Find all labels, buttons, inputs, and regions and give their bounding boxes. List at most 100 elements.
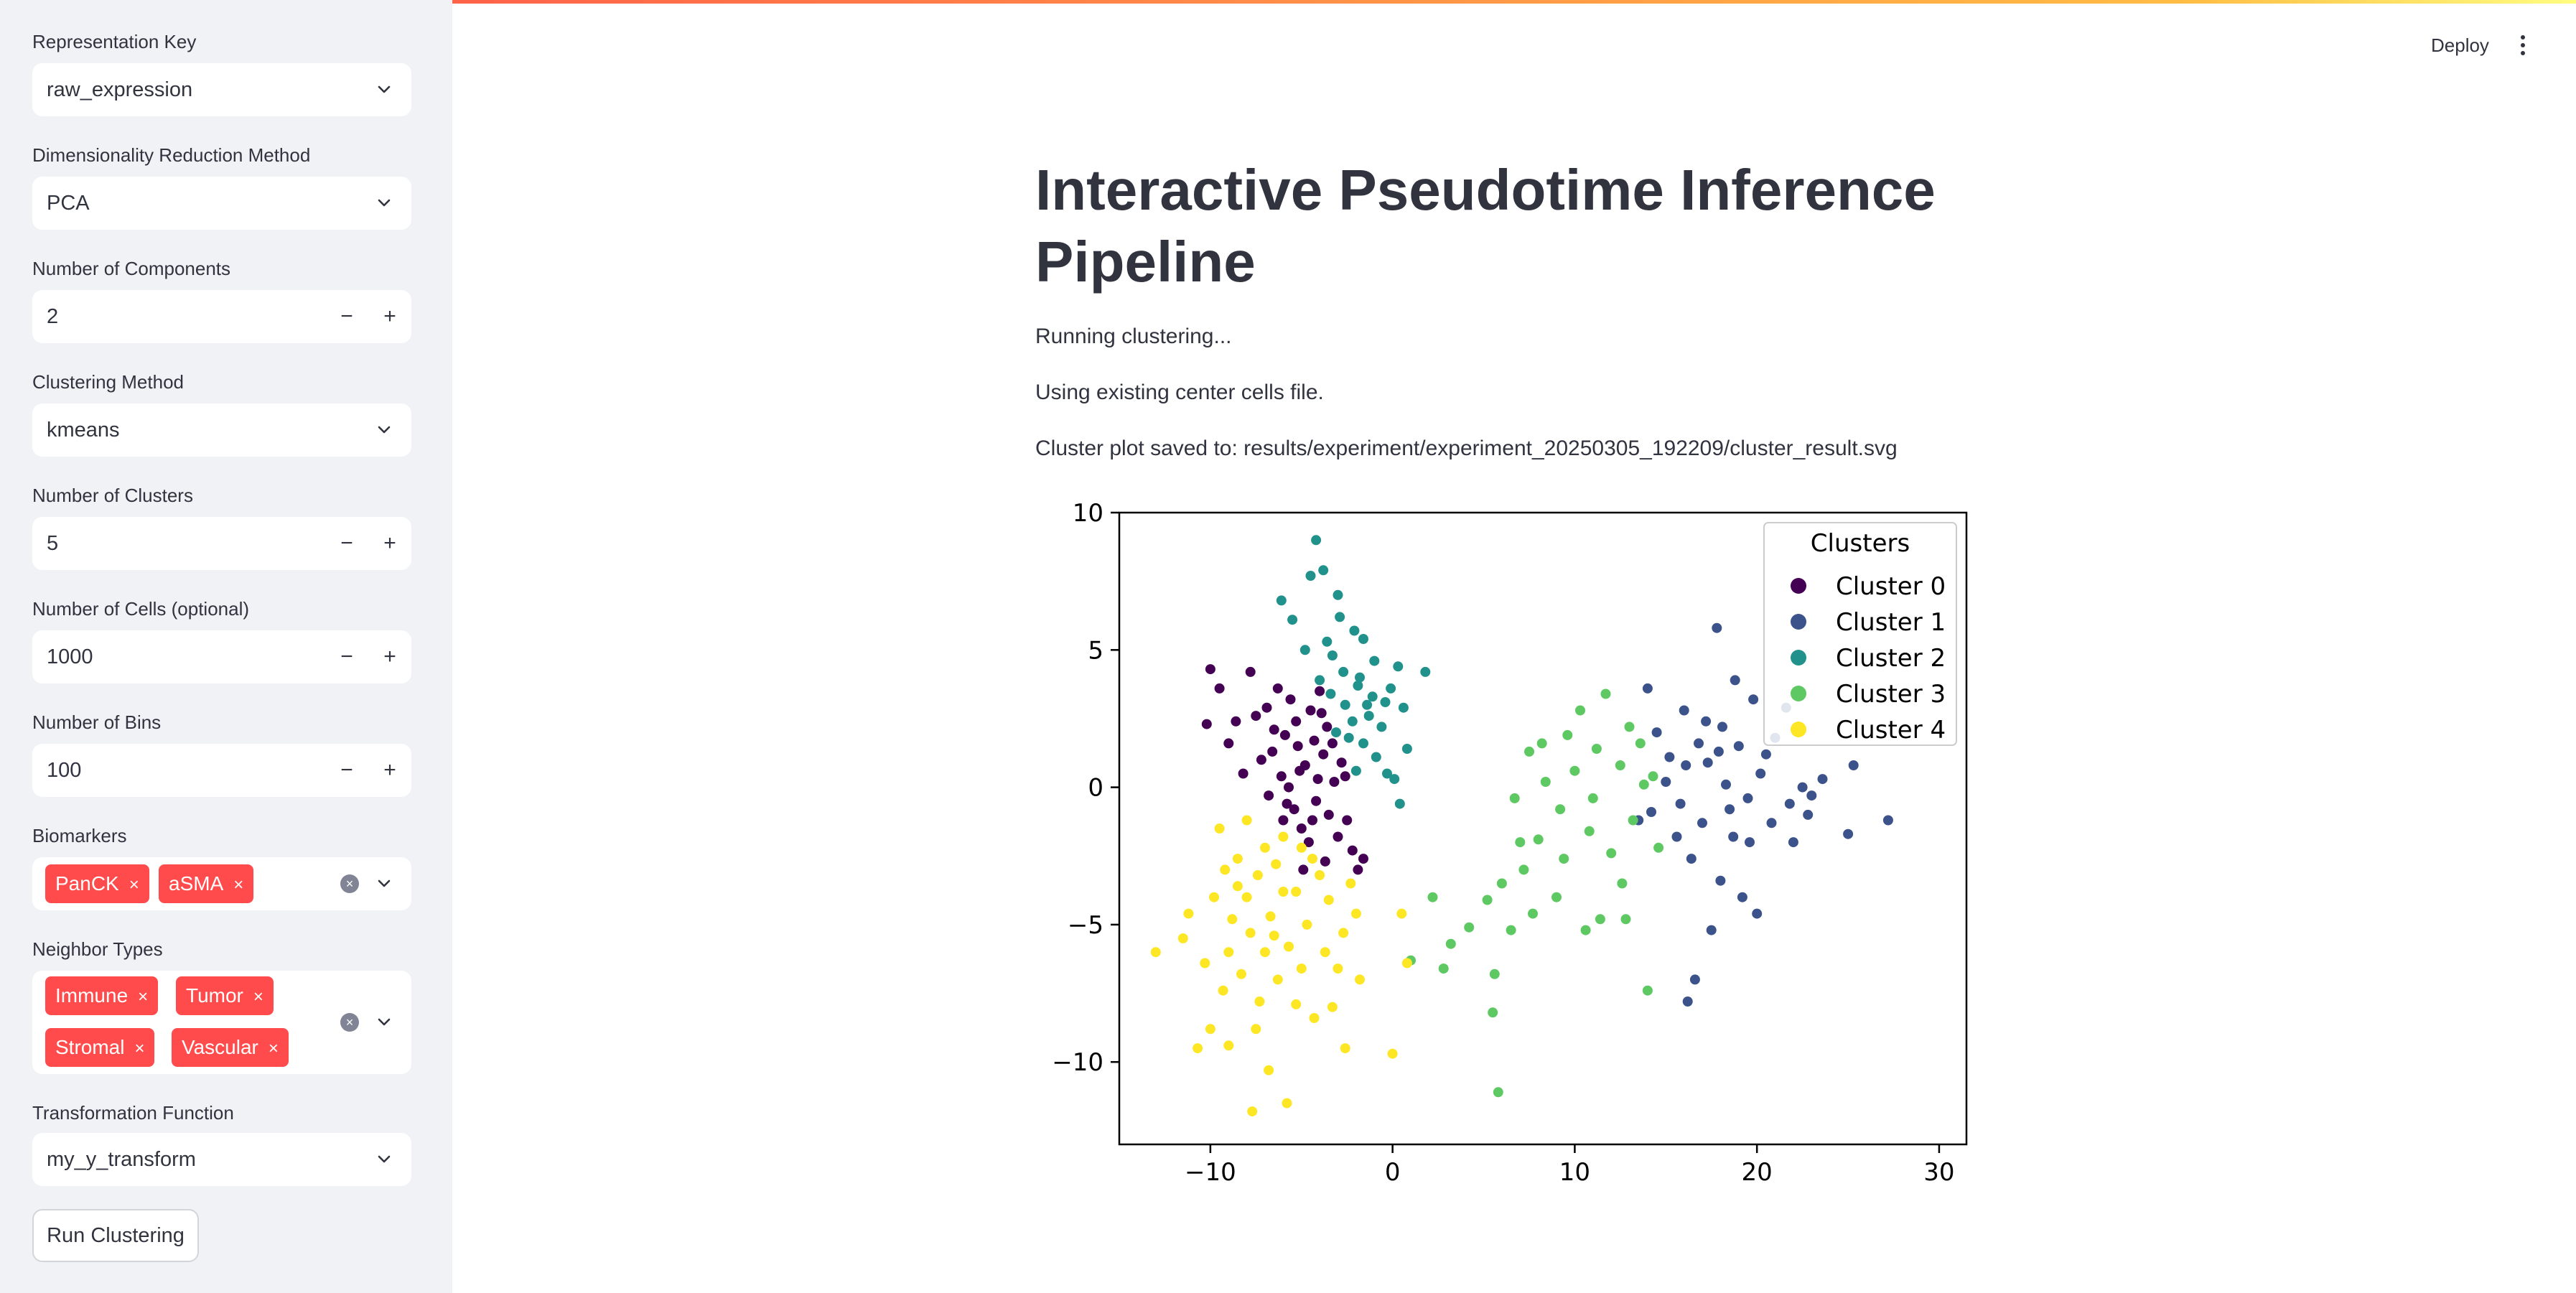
- decrement-button[interactable]: −: [340, 758, 353, 782]
- cluster-4-point: [1315, 870, 1325, 880]
- cluster-2-point: [1386, 683, 1396, 694]
- cluster-4-point: [1265, 911, 1276, 922]
- remove-tag-icon[interactable]: ×: [134, 1039, 145, 1058]
- cluster-3-point: [1533, 834, 1544, 845]
- tag-tumor[interactable]: Tumor ×: [176, 976, 274, 1015]
- cluster-4-point: [1247, 1106, 1258, 1117]
- representation-key-select[interactable]: raw_expression: [32, 63, 411, 116]
- increment-button[interactable]: +: [383, 531, 396, 555]
- cluster-0-point: [1303, 837, 1314, 848]
- remove-tag-icon[interactable]: ×: [138, 987, 149, 1007]
- cluster-3-point: [1518, 864, 1529, 875]
- cluster-3-point: [1559, 854, 1569, 864]
- cluster-2-point: [1358, 634, 1368, 644]
- tag-immune[interactable]: Immune ×: [45, 976, 159, 1015]
- cluster-4-point: [1236, 968, 1246, 979]
- decrement-button[interactable]: −: [340, 645, 353, 668]
- clear-all-icon[interactable]: ×: [340, 874, 359, 893]
- tag-stromal[interactable]: Stromal ×: [45, 1028, 155, 1067]
- n-cells-input[interactable]: 1000 − +: [32, 630, 411, 683]
- neighbor-types-multiselect[interactable]: Immune × Tumor × Stromal × Vascular × ×: [32, 971, 411, 1074]
- legend-marker: [1791, 650, 1806, 666]
- cluster-0-point: [1336, 757, 1347, 768]
- cluster-4-point: [1232, 854, 1243, 864]
- cluster-2-point: [1311, 535, 1322, 546]
- cluster-1-point: [1745, 837, 1755, 848]
- cluster-4-point: [1340, 1043, 1350, 1054]
- remove-tag-icon[interactable]: ×: [129, 875, 139, 895]
- cluster-4-point: [1396, 908, 1407, 919]
- n-bins-input[interactable]: 100 − +: [32, 744, 411, 797]
- chevron-down-icon[interactable]: [375, 875, 393, 892]
- cluster-1-point: [1679, 705, 1689, 716]
- cluster-0-point: [1305, 705, 1316, 716]
- legend-marker: [1791, 686, 1806, 701]
- run-clustering-button[interactable]: Run Clustering: [32, 1209, 199, 1262]
- cluster-0-point: [1231, 716, 1241, 727]
- deploy-button[interactable]: Deploy: [2431, 34, 2489, 56]
- cluster-2-point: [1363, 711, 1374, 722]
- cluster-1-point: [1788, 837, 1798, 848]
- cluster-2-point: [1369, 655, 1380, 666]
- cluster-0-point: [1320, 856, 1330, 867]
- cluster-4-point: [1269, 930, 1279, 941]
- increment-button[interactable]: +: [383, 645, 396, 668]
- remove-tag-icon[interactable]: ×: [253, 987, 263, 1007]
- cluster-0-point: [1251, 711, 1261, 722]
- x-tick-label: 0: [1385, 1158, 1401, 1187]
- n-clusters-input[interactable]: 5 − +: [32, 517, 411, 570]
- cluster-4-point: [1214, 823, 1225, 834]
- legend-label: Cluster 1: [1836, 608, 1946, 637]
- dim-reduction-select[interactable]: PCA: [32, 177, 411, 230]
- cluster-3-point: [1524, 746, 1534, 757]
- cluster-4-point: [1296, 963, 1307, 974]
- cluster-1-point: [1733, 741, 1744, 752]
- more-menu-icon[interactable]: [2516, 33, 2530, 57]
- cluster-1-point: [1675, 798, 1686, 809]
- cluster-1-point: [1715, 875, 1726, 886]
- chevron-down-icon[interactable]: [375, 1014, 393, 1031]
- clear-all-icon[interactable]: ×: [340, 1013, 359, 1032]
- cluster-1-point: [1725, 804, 1735, 815]
- decrement-button[interactable]: −: [340, 304, 353, 328]
- cluster-0-point: [1261, 702, 1272, 713]
- status-message: Cluster plot saved to: results/experimen…: [1035, 437, 1898, 460]
- biomarkers-multiselect[interactable]: PanCK × aSMA × ×: [32, 857, 411, 910]
- cluster-2-point: [1380, 697, 1391, 707]
- cluster-0-point: [1316, 708, 1327, 719]
- cluster-3-point: [1555, 804, 1566, 815]
- x-tick-label: −10: [1185, 1158, 1236, 1187]
- cluster-2-point: [1394, 798, 1405, 809]
- remove-tag-icon[interactable]: ×: [268, 1039, 279, 1058]
- cluster-2-point: [1371, 752, 1381, 762]
- remove-tag-icon[interactable]: ×: [233, 875, 244, 895]
- y-tick-label: −10: [1052, 1048, 1103, 1077]
- cluster-3-point: [1493, 1087, 1503, 1098]
- cluster-0-point: [1342, 815, 1353, 826]
- clustering-method-select[interactable]: kmeans: [32, 403, 411, 457]
- cluster-4-point: [1401, 958, 1412, 968]
- cluster-0-point: [1329, 777, 1340, 787]
- tag-vascular[interactable]: Vascular ×: [172, 1028, 289, 1067]
- cluster-0-point: [1279, 729, 1290, 740]
- cluster-3-point: [1635, 738, 1646, 749]
- tag-panck[interactable]: PanCK ×: [45, 864, 149, 903]
- cluster-0-point: [1333, 831, 1343, 842]
- transform-select[interactable]: my_y_transform: [32, 1133, 411, 1186]
- n-clusters-value: 5: [47, 532, 59, 555]
- decrement-button[interactable]: −: [340, 531, 353, 555]
- cluster-3-point: [1489, 968, 1500, 979]
- cluster-4-point: [1209, 892, 1219, 902]
- increment-button[interactable]: +: [383, 304, 396, 328]
- n-components-input[interactable]: 2 − +: [32, 290, 411, 343]
- cluster-0-point: [1322, 722, 1333, 732]
- legend-label: Cluster 3: [1836, 680, 1946, 709]
- cluster-0-point: [1269, 724, 1279, 735]
- cluster-4-point: [1291, 887, 1302, 897]
- tag-asma[interactable]: aSMA ×: [159, 864, 254, 903]
- cluster-2-point: [1287, 615, 1298, 625]
- cluster-1-point: [1697, 818, 1707, 828]
- cluster-0-point: [1309, 735, 1320, 746]
- cluster-2-point: [1338, 666, 1349, 677]
- increment-button[interactable]: +: [383, 758, 396, 782]
